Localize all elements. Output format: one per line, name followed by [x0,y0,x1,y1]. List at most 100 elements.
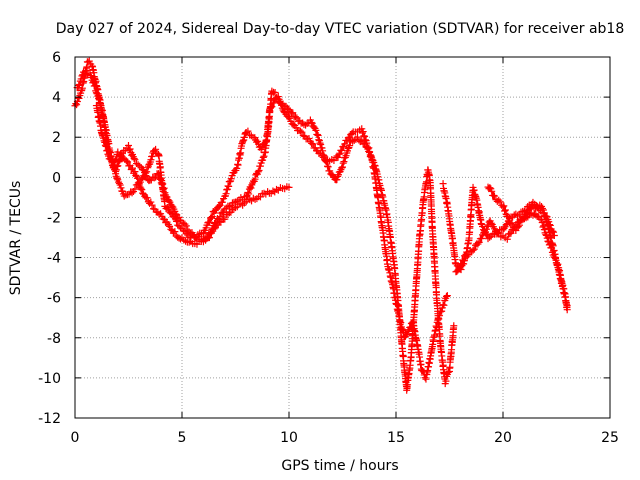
data-point [120,192,128,200]
data-point [518,216,526,224]
data-point [552,255,560,263]
data-point [516,221,524,229]
data-point [244,127,252,135]
data-point [538,204,546,212]
data-point [182,222,190,230]
plot-frame [74,56,611,419]
data-point [166,222,174,230]
x-tick-label: 0 [71,430,80,446]
data-point [211,220,219,228]
data-point [320,152,328,160]
data-point [90,78,98,86]
data-point [459,256,467,264]
data-point [289,109,297,117]
data-point [75,81,83,89]
data-point [527,204,535,212]
data-point [154,170,162,178]
data-point [298,128,306,136]
data-point [508,219,516,227]
y-tick-label: 6 [52,50,61,66]
data-point [554,260,562,268]
data-point [546,221,554,229]
series-track-6 [484,183,558,239]
data-point [108,157,116,165]
data-point [225,202,233,210]
data-point [177,235,185,243]
data-point [507,220,515,228]
data-point [92,89,100,97]
data-point [550,231,558,239]
y-tick-label: -12 [38,411,61,427]
data-point [205,234,213,242]
data-point [147,198,155,206]
data-point [360,132,368,140]
data-point [157,175,165,183]
data-point [259,153,267,161]
y-tick-label: -4 [47,251,61,267]
data-point [550,228,558,236]
data-point [517,208,525,216]
data-point [147,156,155,164]
data-point [543,234,551,242]
y-axis-ticks: -12 -10 -8 -6 -4 -2 0 2 4 6 [38,50,610,427]
data-point [486,233,494,241]
data-point [148,152,156,160]
x-axis-label: GPS time / hours [281,458,398,474]
data-point [312,126,320,134]
data-point [341,140,349,148]
data-point [321,153,329,161]
data-point [474,240,482,248]
data-point [296,127,304,135]
data-point [470,245,478,253]
data-point [136,162,144,170]
data-point [504,212,512,220]
x-tick-label: 25 [601,430,619,446]
data-point [117,184,125,192]
data-point [495,196,503,204]
data-point [133,174,141,182]
data-point [207,214,215,222]
data-point [339,159,347,167]
data-point [131,168,139,176]
data-point [333,176,341,184]
data-point [225,182,233,190]
data-point [268,103,276,111]
data-point [220,208,228,216]
data-point [309,140,317,148]
data-point [100,137,108,145]
x-axis-ticks: 0 5 10 15 20 25 [71,57,619,446]
grid [75,57,610,418]
y-tick-label: 0 [52,170,61,186]
data-point [365,148,373,156]
data-point [117,153,125,161]
data-point [167,225,175,233]
data-point [73,101,81,109]
data-point [501,206,509,214]
data-point [440,301,448,309]
data-point [160,184,168,192]
data-point [514,223,522,231]
data-point [421,374,429,382]
data-point [270,99,278,107]
data-point [115,157,123,165]
data-point [155,171,163,179]
data-point [143,172,151,180]
y-tick-label: -2 [47,210,61,226]
data-point [126,145,134,153]
data-point [348,129,356,137]
data-point [125,141,132,149]
data-point [142,172,150,180]
data-point [222,190,230,198]
data-point [152,145,160,153]
data-point [443,292,451,300]
data-point [500,224,508,232]
data-point [255,167,263,175]
data-point [130,154,138,162]
data-point [172,210,180,218]
data-point [291,113,299,121]
data-point [469,246,477,254]
data-point [503,235,511,243]
data-point [321,156,329,164]
data-point [523,210,531,218]
